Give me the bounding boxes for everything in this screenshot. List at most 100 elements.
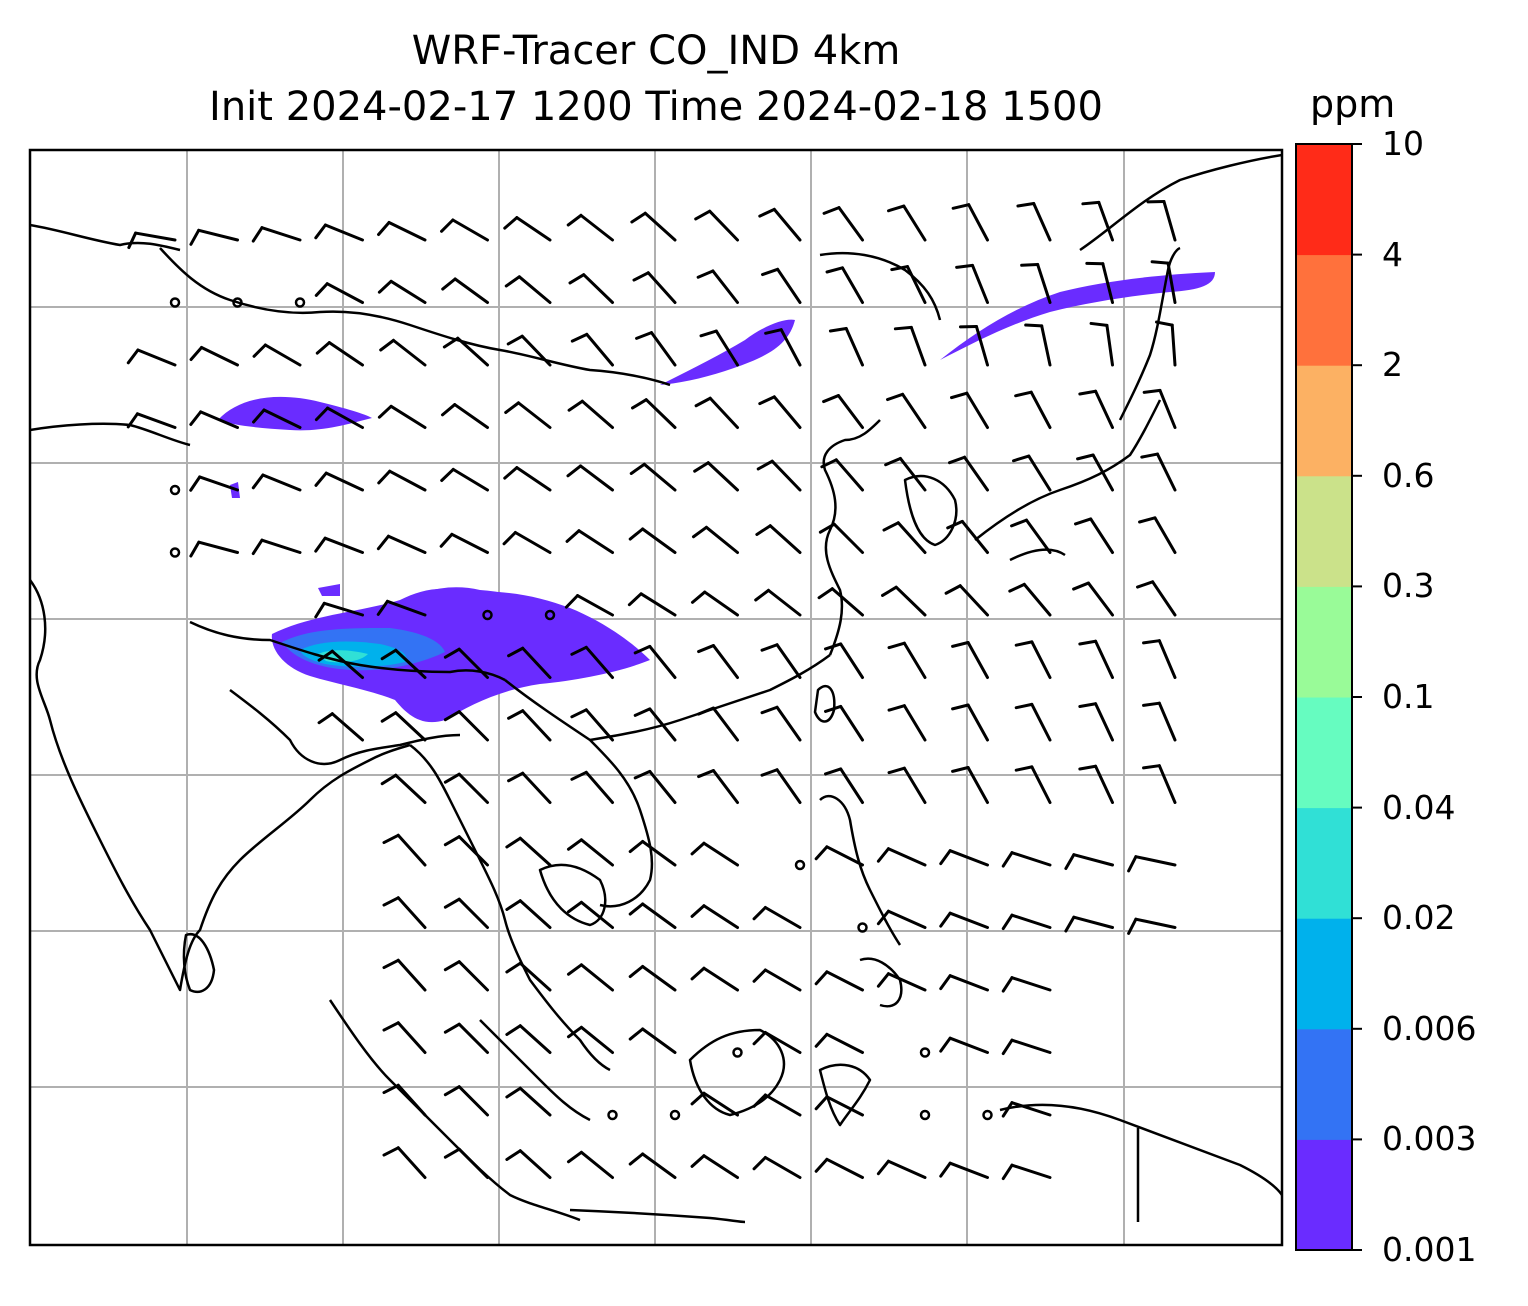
colorbar-tick-label: 0.003 [1382, 1119, 1477, 1159]
wind-barb [951, 641, 989, 679]
wind-barb [825, 266, 864, 304]
wind-barb [752, 1031, 802, 1054]
wind-barb [823, 767, 864, 804]
wind-barb [1072, 581, 1114, 617]
wind-barb [1136, 580, 1177, 617]
wind-barb [382, 1146, 427, 1179]
wind-barb [382, 1083, 427, 1117]
wind-barb [566, 1150, 614, 1179]
wind-barb [506, 334, 552, 367]
wind-barb [1078, 639, 1114, 679]
wind-barb [691, 525, 739, 554]
calm-wind-marker [169, 547, 181, 558]
wind-barb [814, 970, 864, 992]
wind-barb [1001, 1101, 1052, 1118]
wind-barb [314, 601, 364, 619]
calm-wind-marker [169, 297, 181, 308]
calm-wind-marker [232, 297, 243, 308]
wind-barb [630, 211, 677, 242]
wind-barb [1078, 764, 1114, 804]
wind-barb [876, 1159, 927, 1179]
wind-barb [758, 395, 802, 429]
wind-barb [505, 1024, 552, 1054]
wind-barb [690, 904, 739, 929]
colorbar [1295, 143, 1362, 1251]
wind-barb [887, 204, 927, 242]
wind-barb [1024, 323, 1052, 367]
wind-barb [382, 896, 427, 929]
plume-mongolia [660, 319, 795, 385]
wind-barb [1064, 853, 1114, 871]
wind-barb [189, 540, 239, 558]
wind-barb [752, 1156, 802, 1179]
wind-barb [882, 521, 927, 554]
wind-barb [189, 410, 239, 429]
wind-barb [504, 275, 552, 304]
japan [974, 399, 1162, 541]
wind-barb [876, 972, 927, 992]
wind-barb [377, 279, 427, 304]
colorbar-segment [1296, 1139, 1352, 1251]
wind-barb [690, 590, 739, 617]
wind-barb [1014, 702, 1052, 742]
wind-barb [1089, 321, 1114, 367]
wind-barb [823, 642, 864, 679]
wind-barb [1014, 765, 1052, 804]
calm-wind-marker [544, 609, 556, 621]
wind-barb [568, 273, 614, 304]
wind-barb [1138, 516, 1177, 554]
wind-barb [1076, 453, 1114, 492]
wind-barb [887, 641, 927, 679]
colorbar-tick-label: 2 [1382, 345, 1403, 385]
wind-barb [1150, 260, 1177, 304]
wind-barb [633, 769, 677, 804]
wind-barb [570, 708, 614, 742]
wind-barb [760, 643, 802, 679]
wind-barb [252, 408, 302, 429]
wind-barb [443, 960, 489, 992]
wind-barb [628, 964, 677, 992]
wind-barb [1064, 915, 1114, 933]
wind-barb [632, 271, 677, 304]
wind-barb [628, 1027, 677, 1054]
wind-barb [690, 1091, 739, 1117]
wind-barb [443, 897, 489, 929]
wind-barb [189, 475, 239, 492]
wind-barb [814, 1095, 864, 1117]
colorbar-tick-label: 0.1 [1382, 677, 1435, 716]
wind-barb [251, 473, 302, 492]
wind-barb [1142, 764, 1177, 804]
wind-barb [887, 766, 927, 804]
calm-wind-marker [169, 484, 181, 496]
korea [903, 474, 958, 547]
wind-barb [814, 1032, 864, 1054]
wind-barb [690, 966, 739, 992]
wind-barb [1001, 851, 1052, 868]
wind-barb [380, 773, 427, 804]
wind-barb [1085, 261, 1114, 304]
wind-barb [443, 710, 489, 742]
borneo [688, 1028, 786, 1117]
wind-barb [697, 706, 739, 742]
wind-barb [507, 771, 552, 804]
wind-barb [507, 709, 552, 742]
wind-barb [441, 277, 489, 304]
wind-barb [1020, 262, 1052, 304]
wind-barb [189, 228, 239, 246]
colorbar-tick-label: 0.001 [1382, 1230, 1477, 1269]
wind-barb [628, 1152, 677, 1179]
colorbar-segment [1296, 918, 1352, 1030]
wind-barb [886, 392, 927, 429]
wind-barb [754, 588, 802, 617]
wind-barb [1142, 639, 1177, 679]
calm-wind-marker [669, 1109, 681, 1121]
wind-barb [443, 1022, 489, 1054]
colorbar-tick-label: 4 [1382, 234, 1403, 274]
wind-barb [633, 707, 677, 742]
wind-barb [1016, 201, 1052, 242]
wind-barb [761, 267, 802, 304]
wind-barb [694, 209, 739, 242]
wind-barb [570, 332, 614, 367]
wind-barb [876, 847, 927, 867]
